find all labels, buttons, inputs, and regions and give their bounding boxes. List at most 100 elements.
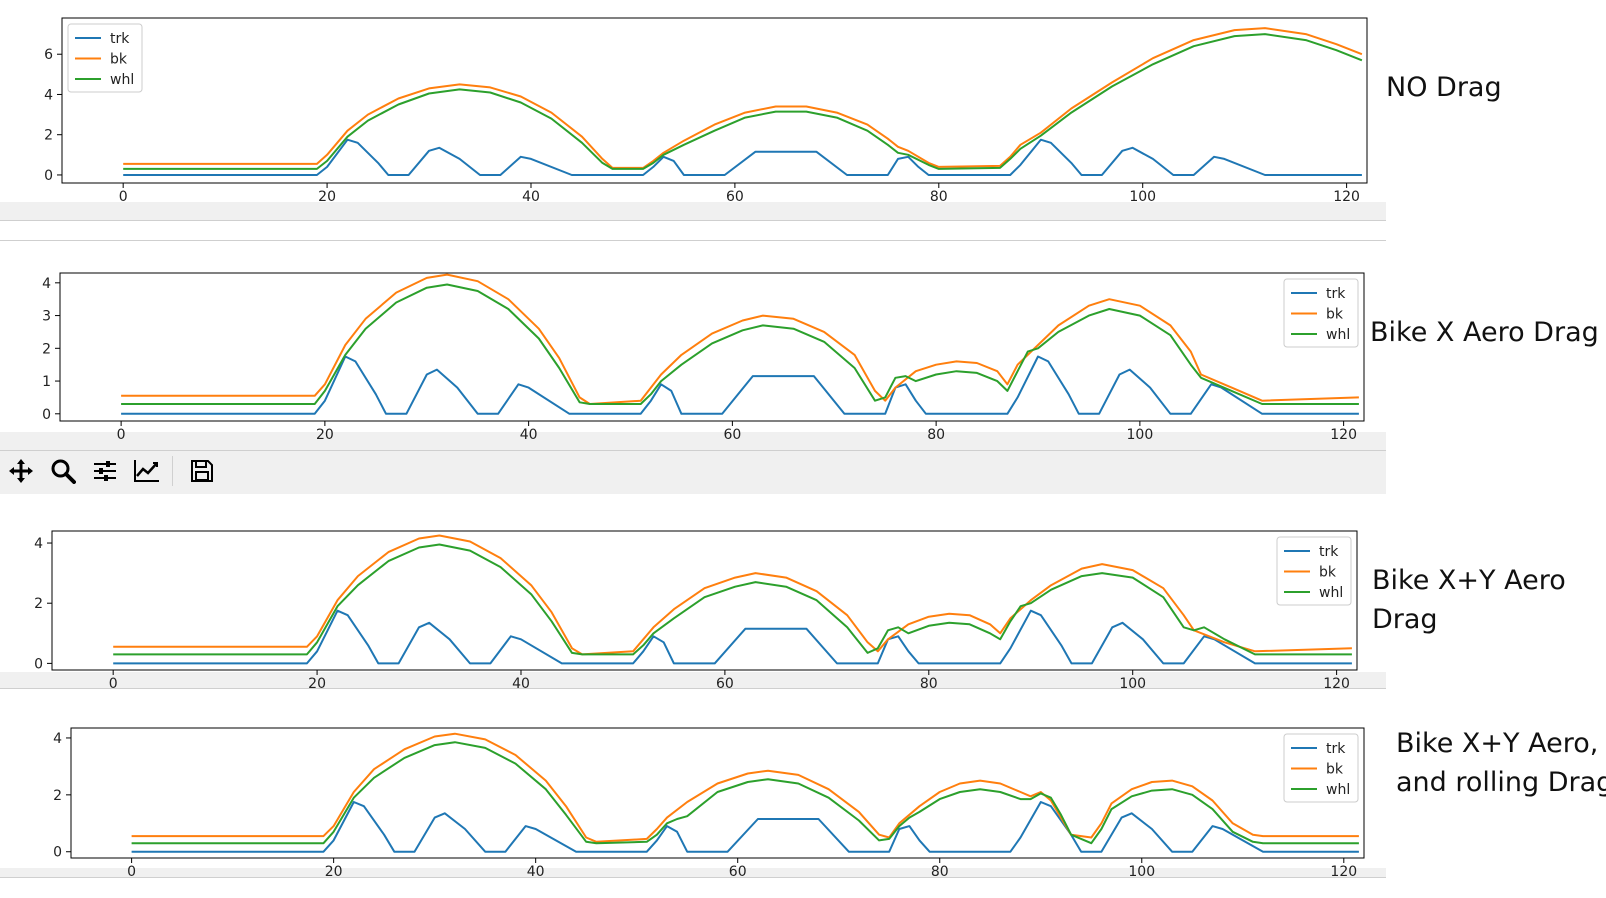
x-tick-label: 0 bbox=[119, 189, 128, 205]
series-line-trk bbox=[121, 355, 1359, 415]
legend-label-whl: whl bbox=[1319, 585, 1343, 601]
x-tick-label: 40 bbox=[520, 427, 538, 443]
chart-label-1: NO Drag bbox=[1386, 68, 1502, 107]
y-tick-label: 1 bbox=[42, 374, 51, 390]
toolbar-divider-3 bbox=[0, 688, 1386, 689]
series-line-whl bbox=[113, 543, 1352, 656]
x-tick-label: 20 bbox=[325, 864, 343, 880]
move-arrows-icon bbox=[9, 459, 33, 483]
series-line-bk bbox=[131, 732, 1359, 843]
x-tick-label: 20 bbox=[316, 427, 334, 443]
x-tick-label: 80 bbox=[927, 427, 945, 443]
chart-label-4-line-2: and rolling Drag bbox=[1396, 767, 1606, 798]
toolbar-divider-1a bbox=[0, 220, 1386, 221]
y-tick-label: 0 bbox=[42, 407, 51, 423]
axes-frame bbox=[51, 530, 1358, 671]
toolbar-divider-2 bbox=[0, 450, 1386, 451]
configure-subplots-button[interactable] bbox=[84, 452, 126, 490]
x-tick-label: 40 bbox=[512, 676, 530, 692]
x-tick-label: 120 bbox=[1330, 864, 1357, 880]
x-tick-label: 120 bbox=[1330, 427, 1357, 443]
series-line-trk bbox=[123, 138, 1362, 176]
chart-label-1-text: NO Drag bbox=[1386, 72, 1502, 103]
chart-label-3: Bike X+Y Aero Drag bbox=[1372, 561, 1566, 639]
chart-1: 0 20 40 60 80 100 120 0 2 4 6 trk bk whl bbox=[44, 17, 1368, 205]
series-line-trk bbox=[113, 609, 1352, 665]
y-tick-label: 0 bbox=[44, 168, 53, 184]
legend-label-whl: whl bbox=[110, 72, 134, 88]
x-tick-label: 100 bbox=[1119, 676, 1146, 692]
x-tick-label: 60 bbox=[716, 676, 734, 692]
x-tick-label: 40 bbox=[527, 864, 545, 880]
magnifier-icon bbox=[51, 459, 76, 484]
x-tick-label: 80 bbox=[931, 864, 949, 880]
series-line-bk bbox=[123, 27, 1363, 169]
axes-frame bbox=[70, 727, 1365, 859]
axes-frame bbox=[61, 17, 1368, 184]
toolbar-separator bbox=[172, 456, 173, 486]
legend-box bbox=[1283, 733, 1359, 803]
y-tick-label: 4 bbox=[53, 731, 62, 747]
y-tick-label: 2 bbox=[53, 788, 62, 804]
x-tick-label: 60 bbox=[726, 189, 744, 205]
x-tick-label: 0 bbox=[109, 676, 118, 692]
toolbar-band-1 bbox=[0, 202, 1386, 220]
x-tick-label: 40 bbox=[522, 189, 540, 205]
y-tick-label: 2 bbox=[44, 128, 53, 144]
x-tick-label: 60 bbox=[723, 427, 741, 443]
edit-axes-button[interactable] bbox=[126, 452, 168, 490]
toolbar-icons bbox=[0, 452, 223, 490]
legend-label-bk: bk bbox=[110, 52, 128, 68]
sliders-icon bbox=[94, 461, 116, 481]
x-tick-label: 120 bbox=[1333, 189, 1360, 205]
toolbar-divider-1b bbox=[0, 240, 1386, 241]
chart-label-3-line-1: Bike X+Y Aero bbox=[1372, 565, 1566, 596]
y-tick-label: 6 bbox=[44, 47, 53, 63]
y-tick-label: 3 bbox=[42, 309, 51, 325]
x-tick-label: 20 bbox=[318, 189, 336, 205]
chart-label-4: Bike X+Y Aero, and rolling Drag bbox=[1396, 724, 1606, 802]
legend-label-bk: bk bbox=[1326, 762, 1344, 778]
chart-2: 0 20 40 60 80 100 120 0 1 2 3 4 trk bk whl bbox=[42, 272, 1365, 443]
floppy-disk-icon bbox=[191, 460, 213, 482]
legend-label-bk: bk bbox=[1319, 565, 1337, 581]
zoom-button[interactable] bbox=[42, 452, 84, 490]
x-tick-label: 100 bbox=[1127, 427, 1154, 443]
series-line-whl bbox=[131, 741, 1359, 845]
legend: trk bk whl bbox=[1276, 536, 1352, 606]
legend: trk bk whl bbox=[67, 23, 143, 93]
legend-label-whl: whl bbox=[1326, 327, 1350, 343]
chart-label-2: Bike X Aero Drag bbox=[1370, 313, 1599, 352]
toolbar-band-4 bbox=[0, 868, 1386, 877]
series-line-whl bbox=[123, 33, 1363, 170]
axes-frame bbox=[59, 272, 1365, 422]
save-button[interactable] bbox=[181, 452, 223, 490]
toolbar-divider-4 bbox=[0, 877, 1386, 878]
series-line-trk bbox=[131, 801, 1359, 853]
x-tick-label: 80 bbox=[920, 676, 938, 692]
x-tick-label: 0 bbox=[127, 864, 136, 880]
legend-label-trk: trk bbox=[110, 31, 130, 47]
y-tick-label: 4 bbox=[42, 276, 51, 292]
x-tick-label: 120 bbox=[1323, 676, 1350, 692]
x-tick-label: 100 bbox=[1129, 189, 1156, 205]
legend-label-trk: trk bbox=[1326, 741, 1346, 757]
legend-label-trk: trk bbox=[1326, 286, 1346, 302]
toolbar-band-2 bbox=[0, 432, 1386, 494]
y-tick-label: 0 bbox=[34, 656, 43, 672]
pan-button[interactable] bbox=[0, 452, 42, 490]
line-chart-icon bbox=[134, 460, 159, 482]
legend: trk bk whl bbox=[1283, 733, 1359, 803]
x-tick-label: 80 bbox=[930, 189, 948, 205]
series-line-bk bbox=[113, 534, 1352, 656]
legend-label-whl: whl bbox=[1326, 782, 1350, 798]
chart-label-4-line-1: Bike X+Y Aero, bbox=[1396, 728, 1599, 759]
chart-4: 0 20 40 60 80 100 120 0 2 4 trk bk whl bbox=[53, 727, 1365, 880]
y-tick-label: 4 bbox=[44, 87, 53, 103]
legend-label-trk: trk bbox=[1319, 544, 1339, 560]
legend-box bbox=[1276, 536, 1352, 606]
series-line-whl bbox=[121, 283, 1359, 405]
legend-box bbox=[1283, 278, 1359, 348]
chart-3: 0 20 40 60 80 100 120 0 2 4 trk bk whl bbox=[34, 530, 1358, 692]
